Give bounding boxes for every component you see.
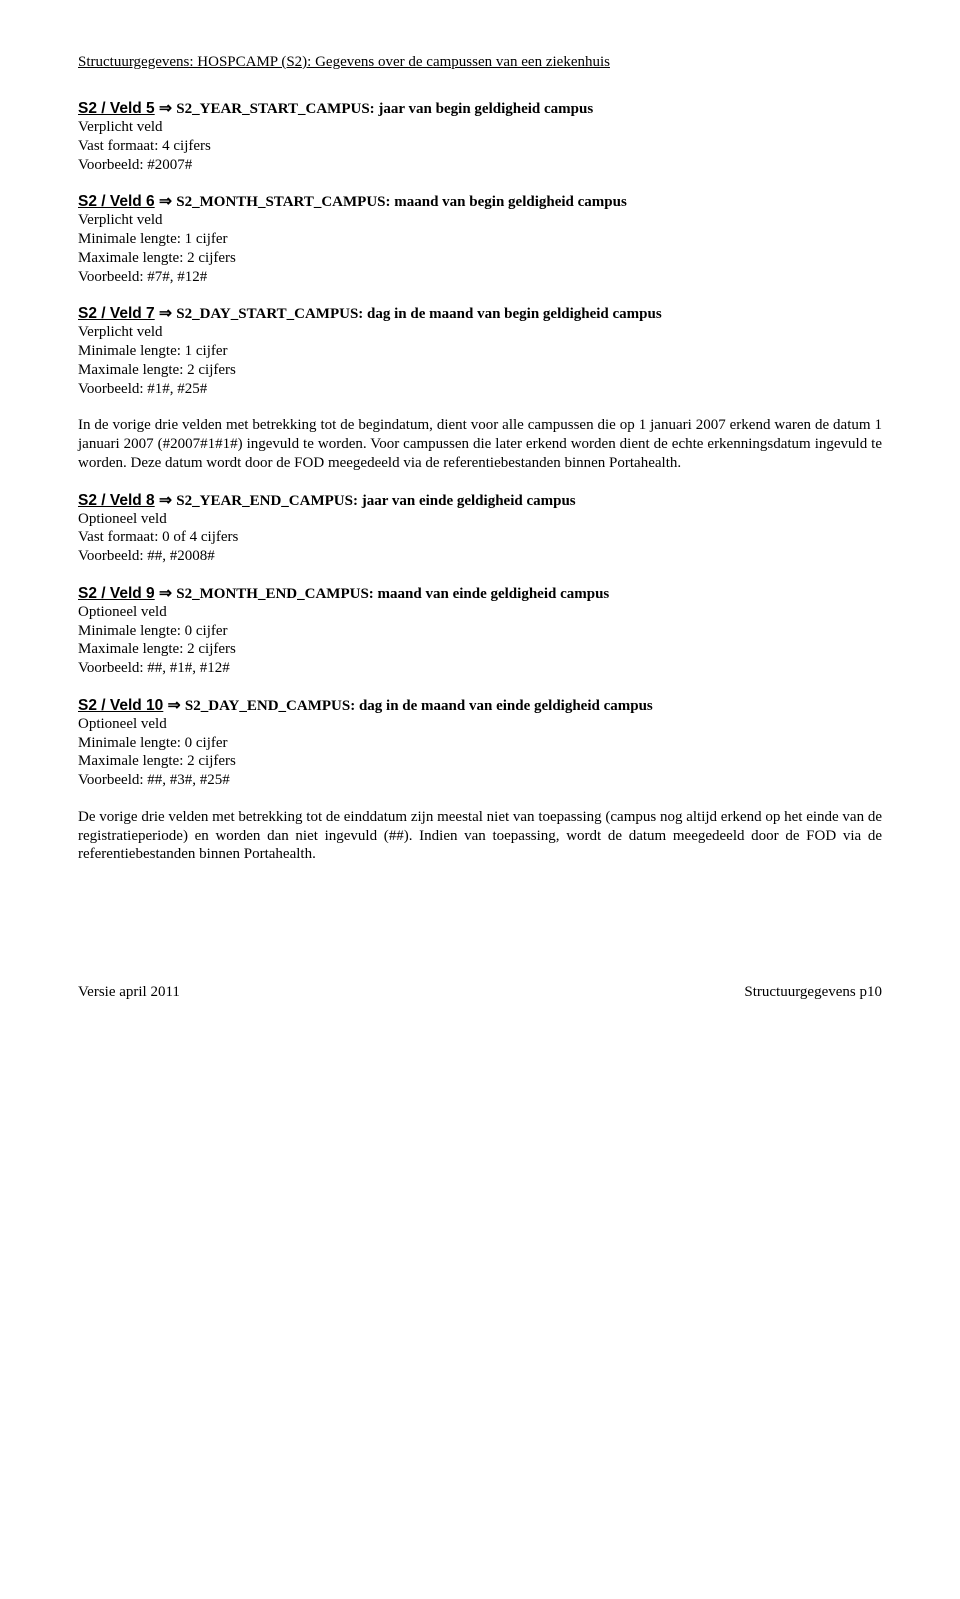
veld10-line1: Optioneel veld [78, 715, 882, 734]
veld6-lead: S2 / Veld 6 [78, 193, 155, 210]
veld8-line1: Optioneel veld [78, 510, 882, 529]
veld8-heading: S2 / Veld 8 ⇒ S2_YEAR_END_CAMPUS: jaar v… [78, 491, 882, 510]
veld10-line3: Maximale lengte: 2 cijfers [78, 752, 882, 771]
veld8-lead: S2 / Veld 8 [78, 492, 155, 509]
veld6-title: S2_MONTH_START_CAMPUS: maand van begin g… [176, 194, 627, 210]
veld6-line3: Maximale lengte: 2 cijfers [78, 249, 882, 268]
veld8-title: S2_YEAR_END_CAMPUS: jaar van einde geldi… [176, 493, 575, 509]
arrow-icon: ⇒ [155, 100, 177, 117]
footer-left: Versie april 2011 [78, 984, 180, 1001]
veld8-block: S2 / Veld 8 ⇒ S2_YEAR_END_CAMPUS: jaar v… [78, 491, 882, 566]
page-footer: Versie april 2011 Structuurgegevens p10 [78, 984, 882, 1001]
arrow-icon: ⇒ [155, 305, 177, 322]
veld8-line2: Vast formaat: 0 of 4 cijfers [78, 528, 882, 547]
arrow-icon: ⇒ [155, 492, 177, 509]
veld6-block: S2 / Veld 6 ⇒ S2_MONTH_START_CAMPUS: maa… [78, 192, 882, 286]
veld5-lead: S2 / Veld 5 [78, 100, 155, 117]
page-header: Structuurgegevens: HOSPCAMP (S2): Gegeve… [78, 54, 882, 71]
veld9-line4: Voorbeeld: ##, #1#, #12# [78, 659, 882, 678]
arrow-icon: ⇒ [163, 697, 185, 714]
veld7-lead: S2 / Veld 7 [78, 305, 155, 322]
veld9-lead: S2 / Veld 9 [78, 585, 155, 602]
veld7-line2: Minimale lengte: 1 cijfer [78, 342, 882, 361]
veld5-line1: Verplicht veld [78, 118, 882, 137]
veld7-line3: Maximale lengte: 2 cijfers [78, 361, 882, 380]
veld9-title: S2_MONTH_END_CAMPUS: maand van einde gel… [176, 586, 609, 602]
veld7-line4: Voorbeeld: #1#, #25# [78, 380, 882, 399]
veld10-line4: Voorbeeld: ##, #3#, #25# [78, 771, 882, 790]
veld7-block: S2 / Veld 7 ⇒ S2_DAY_START_CAMPUS: dag i… [78, 304, 882, 398]
veld10-lead: S2 / Veld 10 [78, 697, 163, 714]
veld5-title: S2_YEAR_START_CAMPUS: jaar van begin gel… [176, 101, 593, 117]
veld6-heading: S2 / Veld 6 ⇒ S2_MONTH_START_CAMPUS: maa… [78, 192, 882, 211]
arrow-icon: ⇒ [155, 193, 177, 210]
veld10-title: S2_DAY_END_CAMPUS: dag in de maand van e… [185, 698, 653, 714]
veld9-line2: Minimale lengte: 0 cijfer [78, 622, 882, 641]
veld5-line3: Voorbeeld: #2007# [78, 156, 882, 175]
veld5-block: S2 / Veld 5 ⇒ S2_YEAR_START_CAMPUS: jaar… [78, 99, 882, 174]
paragraph-1: In de vorige drie velden met betrekking … [78, 416, 882, 472]
veld6-line2: Minimale lengte: 1 cijfer [78, 230, 882, 249]
veld9-line3: Maximale lengte: 2 cijfers [78, 640, 882, 659]
veld7-heading: S2 / Veld 7 ⇒ S2_DAY_START_CAMPUS: dag i… [78, 304, 882, 323]
veld8-line3: Voorbeeld: ##, #2008# [78, 547, 882, 566]
veld5-line2: Vast formaat: 4 cijfers [78, 137, 882, 156]
veld7-line1: Verplicht veld [78, 323, 882, 342]
veld10-heading: S2 / Veld 10 ⇒ S2_DAY_END_CAMPUS: dag in… [78, 696, 882, 715]
veld7-title: S2_DAY_START_CAMPUS: dag in de maand van… [176, 306, 661, 322]
veld9-heading: S2 / Veld 9 ⇒ S2_MONTH_END_CAMPUS: maand… [78, 584, 882, 603]
veld9-block: S2 / Veld 9 ⇒ S2_MONTH_END_CAMPUS: maand… [78, 584, 882, 678]
arrow-icon: ⇒ [155, 585, 177, 602]
veld10-line2: Minimale lengte: 0 cijfer [78, 734, 882, 753]
veld5-heading: S2 / Veld 5 ⇒ S2_YEAR_START_CAMPUS: jaar… [78, 99, 882, 118]
footer-right: Structuurgegevens p10 [744, 984, 882, 1001]
veld9-line1: Optioneel veld [78, 603, 882, 622]
paragraph-2: De vorige drie velden met betrekking tot… [78, 808, 882, 864]
veld6-line1: Verplicht veld [78, 211, 882, 230]
veld6-line4: Voorbeeld: #7#, #12# [78, 268, 882, 287]
veld10-block: S2 / Veld 10 ⇒ S2_DAY_END_CAMPUS: dag in… [78, 696, 882, 790]
